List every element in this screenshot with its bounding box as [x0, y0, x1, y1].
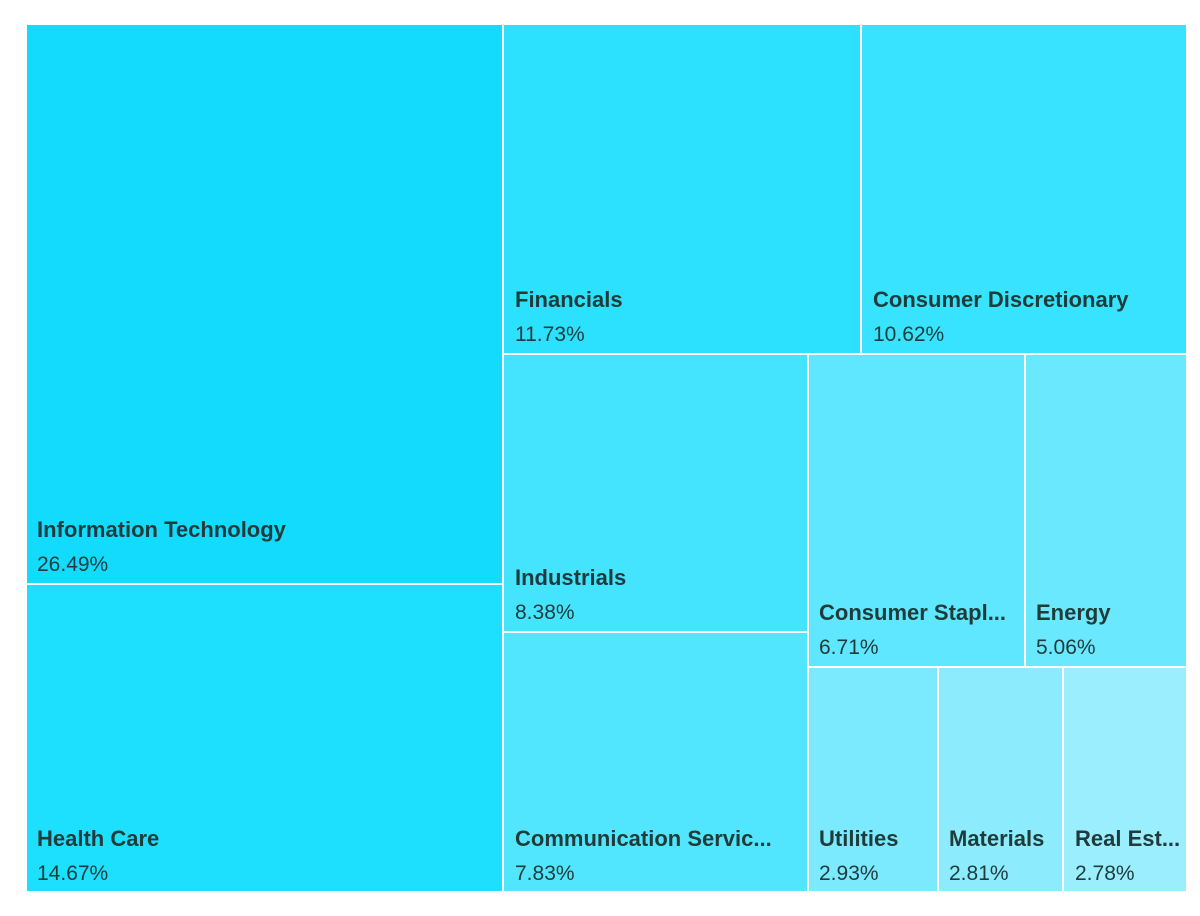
- tile-label: Real Est...: [1075, 826, 1180, 851]
- tile-information-technology[interactable]: Information Technology 26.49%: [25, 23, 504, 585]
- tile-consumer-discretionary[interactable]: Consumer Discretionary 10.62%: [860, 23, 1188, 355]
- tile-value: 5.06%: [1036, 636, 1096, 659]
- tile-rect: [1024, 353, 1188, 668]
- tile-label: Energy: [1036, 600, 1111, 625]
- tile-rect: [937, 666, 1064, 893]
- tile-value: 6.71%: [819, 636, 879, 659]
- tile-label: Consumer Stapl...: [819, 600, 1006, 625]
- tile-value: 2.81%: [949, 862, 1009, 885]
- tile-rect: [807, 353, 1026, 668]
- tile-value: 8.38%: [515, 601, 575, 624]
- tile-value: 11.73%: [515, 323, 585, 346]
- tile-value: 10.62%: [873, 323, 944, 346]
- tile-value: 26.49%: [37, 553, 108, 576]
- tile-communication-services[interactable]: Communication Servic... 7.83%: [502, 631, 809, 893]
- tile-rect: [807, 666, 939, 893]
- tile-label: Utilities: [819, 826, 898, 851]
- tile-value: 7.83%: [515, 862, 575, 885]
- tile-health-care[interactable]: Health Care 14.67%: [25, 583, 504, 893]
- tile-value: 2.93%: [819, 862, 879, 885]
- tile-label: Communication Servic...: [515, 826, 772, 851]
- tile-utilities[interactable]: Utilities 2.93%: [807, 666, 939, 893]
- tile-financials[interactable]: Financials 11.73%: [502, 23, 862, 355]
- tile-rect: [25, 583, 504, 893]
- tile-industrials[interactable]: Industrials 8.38%: [502, 353, 809, 633]
- tile-label: Materials: [949, 826, 1044, 851]
- tile-rect: [502, 353, 809, 633]
- tile-consumer-staples[interactable]: Consumer Stapl... 6.71%: [807, 353, 1026, 668]
- tile-real-estate[interactable]: Real Est... 2.78%: [1062, 666, 1188, 893]
- tile-label: Industrials: [515, 565, 626, 590]
- tile-rect: [25, 23, 504, 585]
- tile-rect: [502, 23, 862, 355]
- tile-label: Consumer Discretionary: [873, 287, 1129, 312]
- tile-materials[interactable]: Materials 2.81%: [937, 666, 1064, 893]
- tile-rect: [502, 631, 809, 893]
- tile-rect: [860, 23, 1188, 355]
- tile-value: 2.78%: [1075, 862, 1135, 885]
- tile-label: Information Technology: [37, 517, 287, 542]
- tile-rect: [1062, 666, 1188, 893]
- tile-label: Health Care: [37, 826, 159, 851]
- tile-label: Financials: [515, 287, 623, 312]
- tile-value: 14.67%: [37, 862, 108, 885]
- tile-energy[interactable]: Energy 5.06%: [1024, 353, 1188, 668]
